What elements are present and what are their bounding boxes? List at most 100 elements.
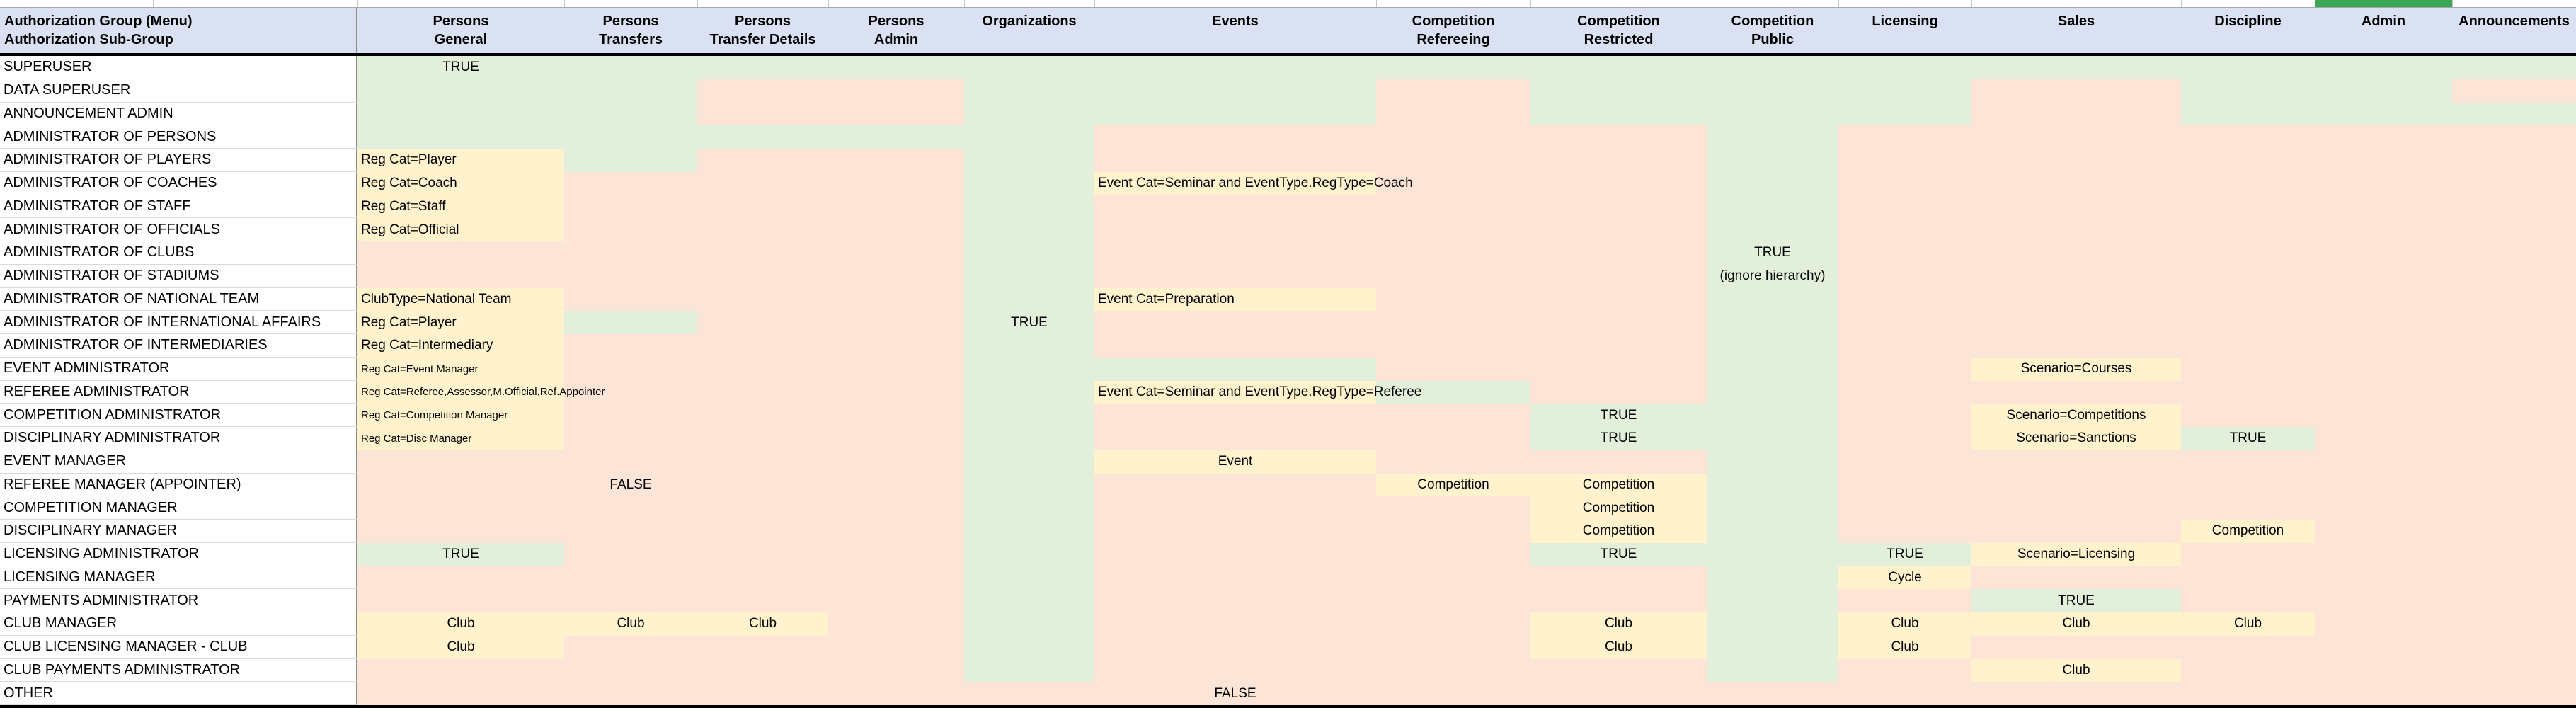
cell-announcements[interactable]: [2452, 357, 2576, 381]
cell-competition-restricted[interactable]: [1530, 79, 1707, 103]
cell-discipline[interactable]: [2181, 264, 2315, 288]
cell-discipline[interactable]: [2181, 311, 2315, 334]
cell-competition-public[interactable]: [1707, 287, 1838, 312]
cell-persons-transfers[interactable]: [564, 264, 697, 288]
cell-admin[interactable]: [2315, 542, 2452, 566]
cell-persons-transfer-details[interactable]: [697, 334, 828, 358]
cell-persons-transfer-details[interactable]: [697, 149, 828, 172]
header-persons-transfer-details[interactable]: Persons Transfer Details: [697, 8, 828, 53]
row-label[interactable]: DISCIPLINARY MANAGER: [0, 520, 357, 543]
cell-events[interactable]: [1094, 612, 1376, 636]
cell-announcements[interactable]: [2452, 635, 2576, 659]
cell-persons-general[interactable]: [357, 450, 564, 474]
cell-sales[interactable]: [1971, 171, 2181, 195]
cell-admin[interactable]: [2315, 311, 2452, 334]
cell-sales[interactable]: Scenario=Sanctions: [1971, 427, 2181, 450]
cell-competition-restricted[interactable]: [1530, 357, 1707, 381]
cell-persons-transfer-details[interactable]: [697, 404, 828, 427]
cell-competition-public[interactable]: [1707, 218, 1838, 241]
cell-persons-transfers[interactable]: [564, 241, 697, 265]
cell-competition-public[interactable]: [1707, 520, 1838, 543]
cell-persons-general[interactable]: [357, 682, 564, 705]
cell-persons-transfers[interactable]: [564, 311, 697, 334]
cell-announcements[interactable]: [2452, 287, 2576, 312]
cell-events[interactable]: Event: [1094, 450, 1376, 474]
row-label[interactable]: DISCIPLINARY ADMINISTRATOR: [0, 427, 357, 450]
cell-licensing[interactable]: [1838, 589, 1971, 612]
cell-competition-restricted[interactable]: [1530, 149, 1707, 172]
cell-events[interactable]: FALSE: [1094, 682, 1376, 705]
cell-events[interactable]: [1094, 56, 1376, 79]
cell-discipline[interactable]: [2181, 496, 2315, 520]
cell-announcements[interactable]: [2452, 125, 2576, 149]
cell-competition-restricted[interactable]: [1530, 589, 1707, 612]
cell-competition-refereeing[interactable]: [1376, 542, 1530, 566]
cell-persons-transfer-details[interactable]: [697, 357, 828, 381]
cell-discipline[interactable]: [2181, 195, 2315, 219]
cell-events[interactable]: [1094, 589, 1376, 612]
cell-organizations[interactable]: [964, 427, 1094, 450]
cell-persons-transfer-details[interactable]: [697, 218, 828, 241]
cell-licensing[interactable]: Cycle: [1838, 566, 1971, 590]
cell-organizations[interactable]: [964, 380, 1094, 404]
row-label[interactable]: ADMINISTRATOR OF INTERNATIONAL AFFAIRS: [0, 311, 357, 334]
cell-competition-refereeing[interactable]: [1376, 102, 1530, 126]
cell-events[interactable]: [1094, 102, 1376, 126]
cell-persons-admin[interactable]: [828, 658, 964, 683]
cell-announcements[interactable]: [2452, 334, 2576, 358]
cell-persons-admin[interactable]: [828, 612, 964, 636]
cell-licensing[interactable]: [1838, 427, 1971, 450]
cell-licensing[interactable]: [1838, 102, 1971, 126]
cell-admin[interactable]: [2315, 427, 2452, 450]
cell-licensing[interactable]: [1838, 79, 1971, 103]
cell-sales[interactable]: Club: [1971, 658, 2181, 683]
cell-persons-admin[interactable]: [828, 566, 964, 590]
cell-persons-transfers[interactable]: [564, 125, 697, 149]
cell-competition-public[interactable]: [1707, 635, 1838, 659]
cell-persons-general[interactable]: Reg Cat=Official: [357, 218, 564, 241]
cell-persons-admin[interactable]: [828, 520, 964, 543]
cell-persons-admin[interactable]: [828, 171, 964, 195]
cell-competition-restricted[interactable]: [1530, 566, 1707, 590]
cell-admin[interactable]: [2315, 612, 2452, 636]
cell-organizations[interactable]: [964, 218, 1094, 241]
cell-persons-transfer-details[interactable]: [697, 241, 828, 265]
cell-persons-general[interactable]: Reg Cat=Referee,Assessor,M.Official,Ref.…: [357, 380, 605, 404]
cell-organizations[interactable]: [964, 357, 1094, 381]
cell-competition-public[interactable]: [1707, 566, 1838, 590]
cell-persons-general[interactable]: [357, 566, 564, 590]
cell-organizations[interactable]: [964, 635, 1094, 659]
row-label[interactable]: ADMINISTRATOR OF CLUBS: [0, 241, 357, 265]
cell-persons-admin[interactable]: [828, 404, 964, 427]
header-competition-restricted[interactable]: Competition Restricted: [1530, 8, 1707, 53]
cell-persons-general[interactable]: Reg Cat=Coach: [357, 171, 564, 195]
header-persons-transfers[interactable]: Persons Transfers: [564, 8, 697, 53]
cell-competition-refereeing[interactable]: Competition: [1376, 473, 1530, 497]
cell-persons-transfer-details[interactable]: [697, 496, 828, 520]
cell-discipline[interactable]: [2181, 450, 2315, 474]
cell-competition-refereeing[interactable]: [1376, 264, 1530, 288]
cell-competition-refereeing[interactable]: [1376, 450, 1530, 474]
cell-persons-general[interactable]: Club: [357, 635, 564, 659]
cell-events[interactable]: [1094, 125, 1376, 149]
cell-persons-admin[interactable]: [828, 635, 964, 659]
cell-events[interactable]: [1094, 311, 1376, 334]
cell-persons-transfers[interactable]: [564, 195, 697, 219]
cell-persons-transfers[interactable]: [564, 450, 697, 474]
cell-persons-transfer-details[interactable]: [697, 658, 828, 683]
row-label[interactable]: ADMINISTRATOR OF PERSONS: [0, 125, 357, 149]
cell-persons-transfer-details[interactable]: [697, 125, 828, 149]
cell-admin[interactable]: [2315, 380, 2452, 404]
cell-announcements[interactable]: [2452, 149, 2576, 172]
cell-admin[interactable]: [2315, 473, 2452, 497]
cell-organizations[interactable]: [964, 149, 1094, 172]
cell-competition-refereeing[interactable]: [1376, 149, 1530, 172]
cell-competition-refereeing[interactable]: [1376, 56, 1530, 79]
cell-licensing[interactable]: [1838, 473, 1971, 497]
cell-persons-admin[interactable]: [828, 473, 964, 497]
cell-licensing[interactable]: TRUE: [1838, 542, 1971, 566]
cell-competition-restricted[interactable]: [1530, 682, 1707, 705]
cell-discipline[interactable]: [2181, 149, 2315, 172]
cell-competition-public[interactable]: [1707, 79, 1838, 103]
header-persons-general[interactable]: Persons General: [357, 8, 564, 53]
